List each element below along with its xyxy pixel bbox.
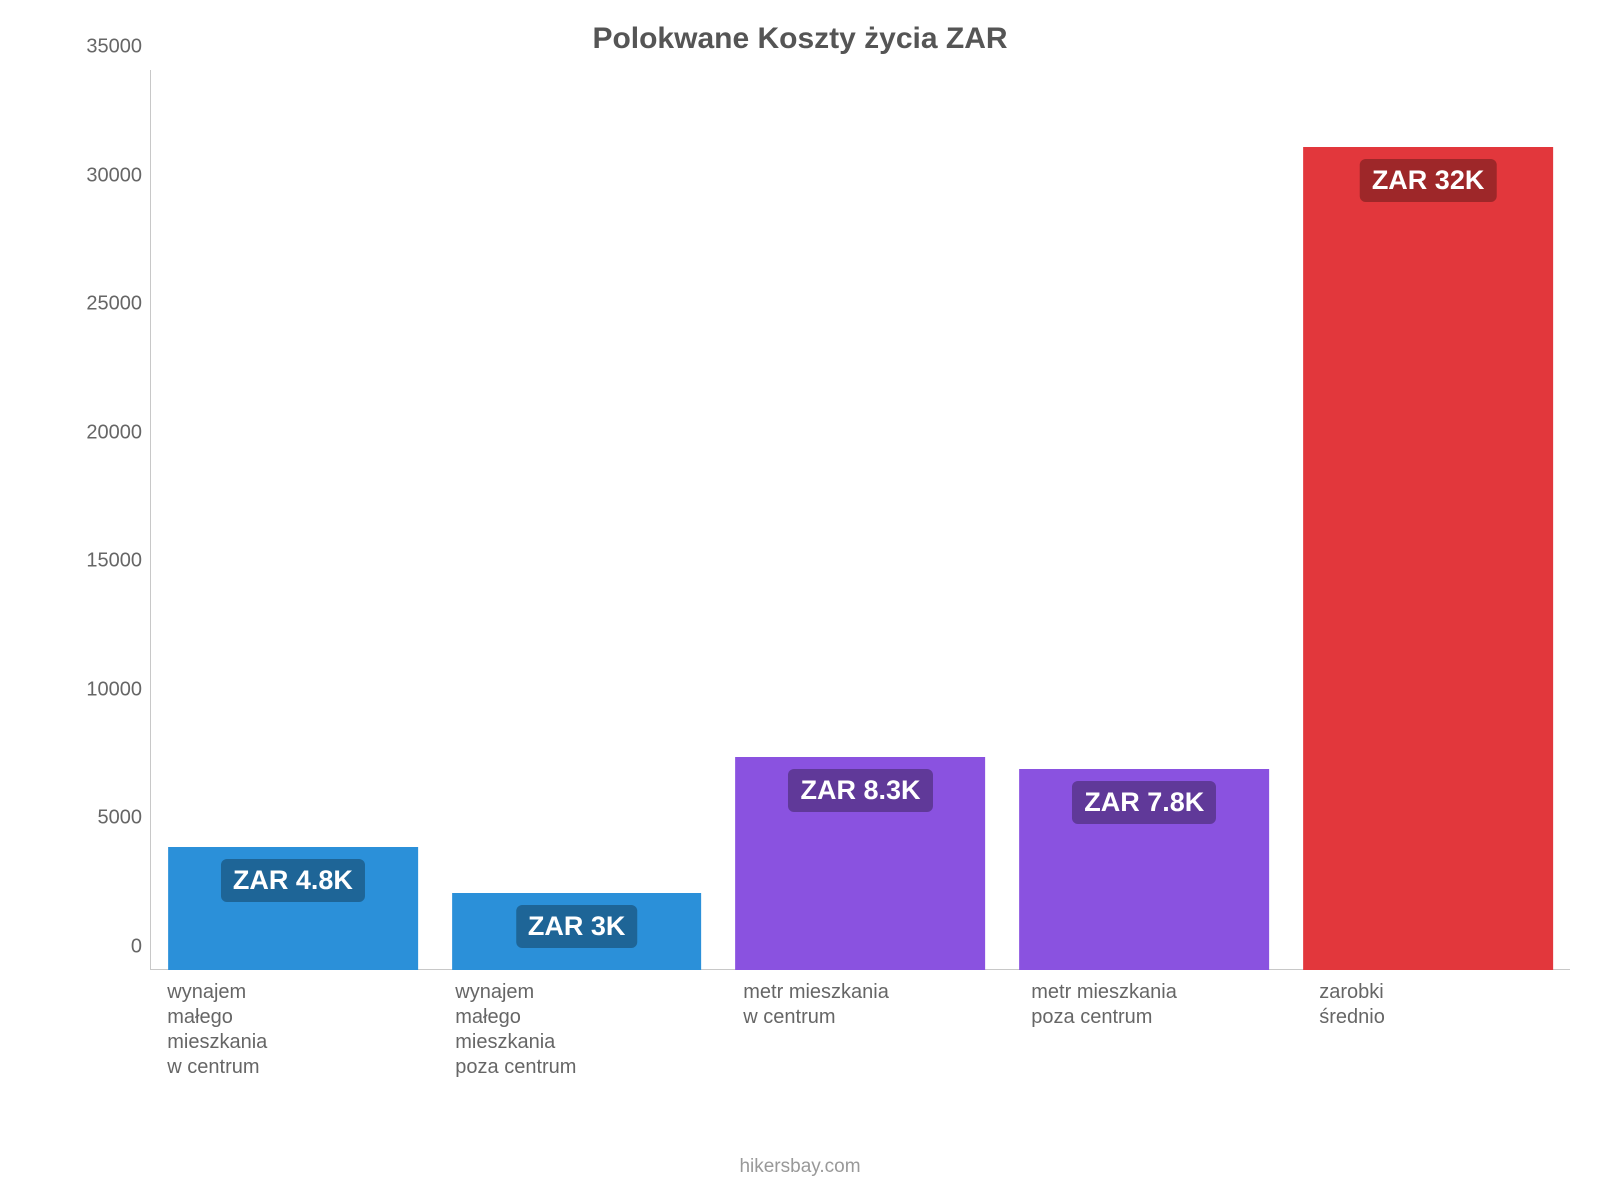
x-axis-category-label: metr mieszkania poza centrum [1031, 980, 1177, 1030]
bar-slot: ZAR 4.8K [151, 70, 435, 970]
y-tick-label: 25000 [86, 293, 142, 316]
attribution-text: hikersbay.com [0, 1156, 1600, 1178]
x-axis-category-label: zarobki średnio [1319, 980, 1385, 1030]
chart-title: Polokwane Koszty życia ZAR [0, 22, 1600, 56]
bar-slot: ZAR 7.8K [1002, 70, 1286, 970]
y-tick-label: 15000 [86, 550, 142, 573]
grid-area: ZAR 4.8K ZAR 3K ZAR 8.3K ZAR 7.8K ZAR 32K [150, 70, 1570, 970]
bar-value-label: ZAR 32K [1360, 159, 1497, 202]
bars-group: ZAR 4.8K ZAR 3K ZAR 8.3K ZAR 7.8K ZAR 32K [151, 70, 1570, 970]
bar [1303, 147, 1553, 970]
x-axis-category-label: wynajem małego mieszkania w centrum [167, 980, 267, 1080]
x-axis-category-label: wynajem małego mieszkania poza centrum [455, 980, 576, 1080]
x-axis-category-label: metr mieszkania w centrum [743, 980, 889, 1030]
y-tick-label: 30000 [86, 164, 142, 187]
chart-container: Polokwane Koszty życia ZAR 0 5000 10000 150… [0, 0, 1600, 1200]
y-axis: 05000100001500020000250003000035000 [80, 70, 150, 970]
plot-area: 05000100001500020000250003000035000 ZAR … [80, 70, 1580, 970]
bar-value-label: ZAR 4.8K [221, 859, 365, 902]
y-tick-label: 10000 [86, 678, 142, 701]
bar-slot: ZAR 3K [435, 70, 719, 970]
bar-value-label: ZAR 8.3K [788, 769, 932, 812]
bar-value-label: ZAR 3K [516, 905, 638, 948]
y-tick-label: 0 [131, 936, 142, 959]
bar-slot: ZAR 8.3K [719, 70, 1003, 970]
y-tick-label: 5000 [98, 807, 143, 830]
y-tick-label: 35000 [86, 36, 142, 59]
bar-value-label: ZAR 7.8K [1072, 781, 1216, 824]
y-tick-label: 20000 [86, 421, 142, 444]
bar-slot: ZAR 32K [1286, 70, 1570, 970]
